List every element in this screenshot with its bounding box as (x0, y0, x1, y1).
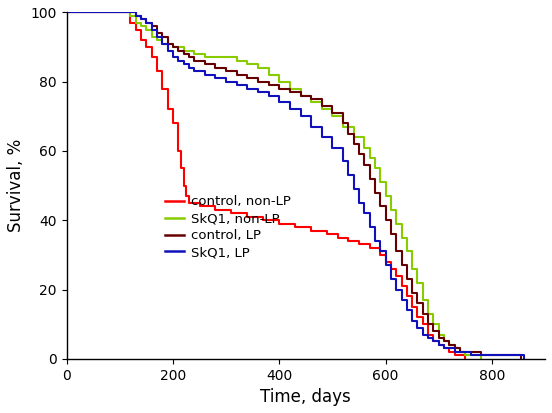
Y-axis label: Survival, %: Survival, % (7, 139, 25, 232)
Legend: control, non-LP, SkQ1, non-LP, control, LP, SkQ1, LP: control, non-LP, SkQ1, non-LP, control, … (160, 190, 296, 264)
X-axis label: Time, days: Time, days (261, 388, 351, 406)
